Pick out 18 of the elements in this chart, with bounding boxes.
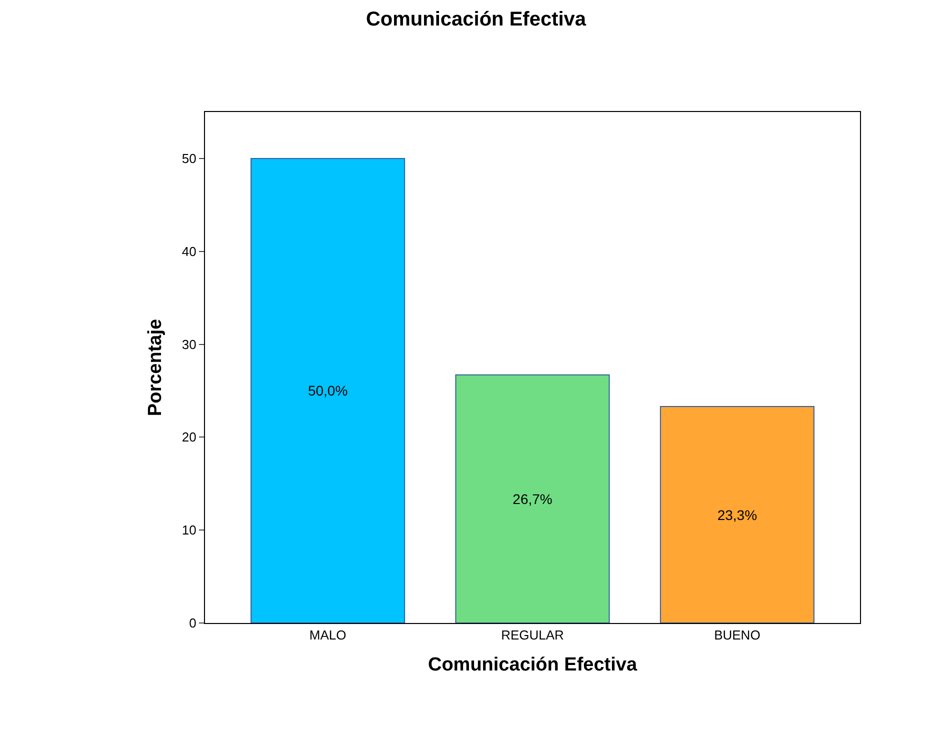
data-label: 23,3%	[717, 506, 758, 523]
x-tick-label: BUENO	[714, 628, 760, 643]
y-tick-label: 40	[182, 244, 196, 259]
y-tick-label: 50	[182, 151, 196, 166]
y-tick-label: 10	[182, 522, 196, 538]
x-tick-label: MALO	[309, 628, 346, 643]
chart-title: Comunicación Efectiva	[366, 8, 587, 30]
x-axis-title: Comunicación Efectiva	[428, 654, 638, 676]
y-axis-title: Porcentaje	[144, 318, 166, 416]
y-tick-label: 30	[182, 336, 196, 352]
data-label: 26,7%	[512, 490, 552, 507]
bar	[660, 406, 814, 623]
x-tick-label: REGULAR	[501, 628, 564, 643]
bar	[455, 374, 610, 623]
bar	[250, 158, 406, 623]
data-label: 50,0%	[308, 382, 348, 399]
y-tick-label: 0	[189, 616, 196, 631]
y-tick-label: 20	[182, 430, 196, 445]
